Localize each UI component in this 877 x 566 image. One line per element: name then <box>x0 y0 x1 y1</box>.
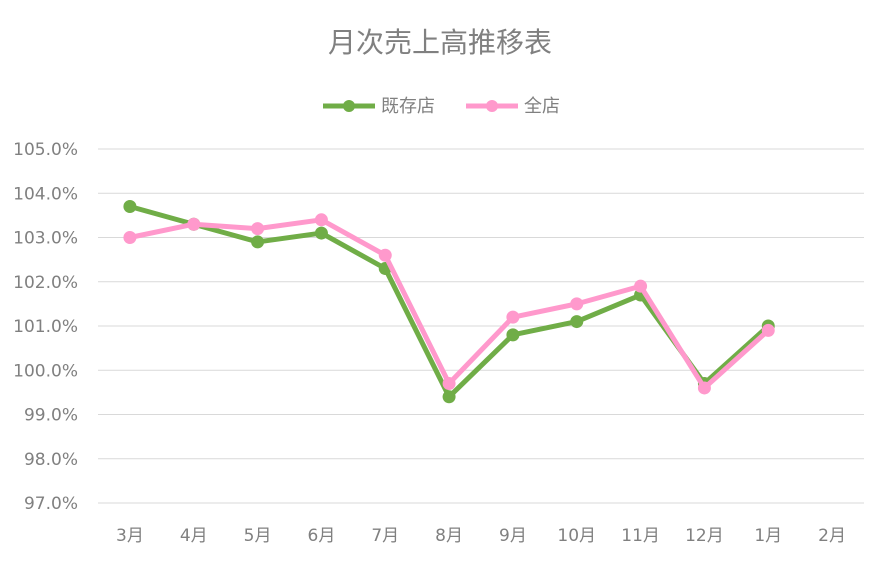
data-point <box>506 310 520 324</box>
legend-marker-all-stores <box>486 100 498 112</box>
y-tick-label: 100.0% <box>13 361 78 381</box>
y-tick-label: 105.0% <box>13 140 78 160</box>
y-tick-label: 102.0% <box>13 273 78 293</box>
y-tick-label: 97.0% <box>24 494 78 514</box>
x-tick-label: 10月 <box>557 526 596 546</box>
data-point <box>378 248 392 262</box>
x-axis-labels: 3月 4月 5月 6月 7月 8月 9月 10月 11月 12月 1月 2月 <box>116 526 846 546</box>
data-point <box>123 231 137 244</box>
y-tick-label: 98.0% <box>24 450 78 470</box>
data-point <box>442 390 456 404</box>
x-tick-label: 9月 <box>499 526 527 546</box>
legend: 既存店 全店 <box>323 96 560 117</box>
data-point <box>251 235 265 249</box>
x-tick-label: 5月 <box>244 526 272 546</box>
data-point <box>123 200 137 214</box>
data-point <box>634 279 648 293</box>
y-axis-labels: 105.0% 104.0% 103.0% 102.0% 101.0% 100.0% 99.0… <box>13 140 78 514</box>
x-tick-label: 8月 <box>435 526 463 546</box>
legend-item-all-stores: 全店 <box>466 96 560 117</box>
y-tick-label: 101.0% <box>13 317 78 337</box>
series-line <box>129 204 770 400</box>
data-point <box>697 381 711 395</box>
chart-title: 月次売上高推移表 <box>328 26 552 59</box>
gridlines <box>98 148 864 504</box>
x-tick-label: 4月 <box>180 526 208 546</box>
x-tick-label: 12月 <box>685 526 724 546</box>
data-point <box>506 328 520 342</box>
legend-item-existing-stores: 既存店 <box>323 96 435 117</box>
data-point <box>251 222 265 236</box>
series-existing-stores <box>123 200 775 404</box>
x-tick-label: 3月 <box>116 526 144 546</box>
data-point <box>187 217 201 231</box>
data-point <box>442 377 456 391</box>
legend-label-existing-stores: 既存店 <box>381 96 435 117</box>
series-layer <box>123 200 775 404</box>
series-all-stores <box>123 213 775 395</box>
data-point <box>570 315 584 329</box>
data-point <box>314 226 328 240</box>
legend-marker-existing-stores <box>343 100 355 112</box>
x-tick-label: 11月 <box>621 526 660 546</box>
y-tick-label: 99.0% <box>24 406 78 426</box>
x-tick-label: 7月 <box>371 526 399 546</box>
data-point <box>314 213 328 227</box>
series-line <box>129 217 770 391</box>
y-tick-label: 103.0% <box>13 229 78 249</box>
x-tick-label: 6月 <box>308 526 336 546</box>
x-tick-label: 2月 <box>818 526 846 546</box>
y-tick-label: 104.0% <box>13 184 78 204</box>
data-point <box>761 323 775 337</box>
x-tick-label: 1月 <box>754 526 782 546</box>
data-point <box>570 297 584 311</box>
legend-label-all-stores: 全店 <box>524 96 560 117</box>
